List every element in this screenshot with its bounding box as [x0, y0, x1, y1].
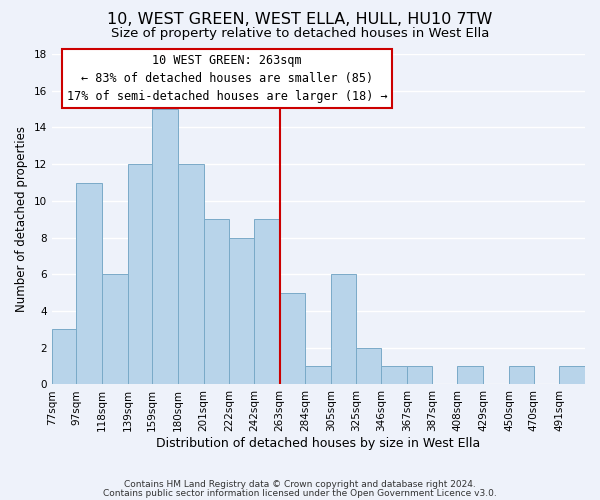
Bar	[254, 219, 280, 384]
Bar	[407, 366, 432, 384]
X-axis label: Distribution of detached houses by size in West Ella: Distribution of detached houses by size …	[156, 437, 481, 450]
Bar	[509, 366, 533, 384]
Bar	[280, 292, 305, 384]
Bar	[356, 348, 382, 385]
Bar	[128, 164, 152, 384]
Bar	[102, 274, 128, 384]
Bar	[305, 366, 331, 384]
Bar	[152, 109, 178, 384]
Bar	[331, 274, 356, 384]
Text: 10 WEST GREEN: 263sqm
← 83% of detached houses are smaller (85)
17% of semi-deta: 10 WEST GREEN: 263sqm ← 83% of detached …	[67, 54, 388, 103]
Bar	[382, 366, 407, 384]
Text: Size of property relative to detached houses in West Ella: Size of property relative to detached ho…	[111, 28, 489, 40]
Bar	[178, 164, 203, 384]
Bar	[52, 330, 76, 384]
Text: Contains public sector information licensed under the Open Government Licence v3: Contains public sector information licen…	[103, 488, 497, 498]
Bar	[457, 366, 483, 384]
Text: 10, WEST GREEN, WEST ELLA, HULL, HU10 7TW: 10, WEST GREEN, WEST ELLA, HULL, HU10 7T…	[107, 12, 493, 28]
Y-axis label: Number of detached properties: Number of detached properties	[15, 126, 28, 312]
Bar	[203, 219, 229, 384]
Bar	[76, 182, 102, 384]
Text: Contains HM Land Registry data © Crown copyright and database right 2024.: Contains HM Land Registry data © Crown c…	[124, 480, 476, 489]
Bar	[229, 238, 254, 384]
Bar	[559, 366, 585, 384]
